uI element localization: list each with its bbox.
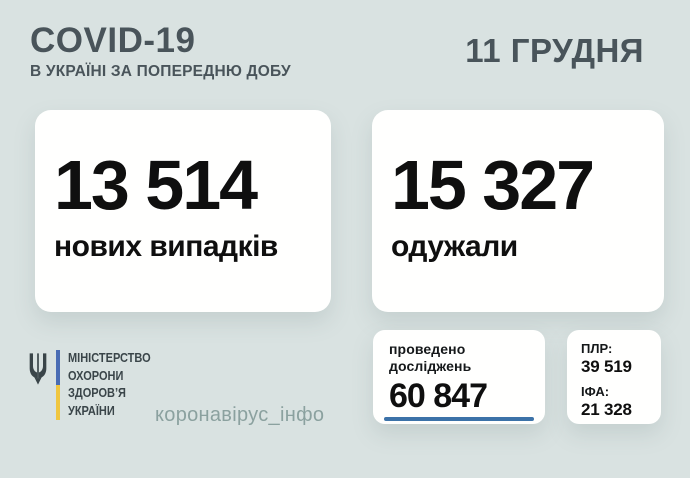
recovered-label: одужали bbox=[391, 230, 518, 263]
tests-card: проведено досліджень 60 847 bbox=[373, 330, 545, 424]
ministry-line-1: МІНІСТЕРСТВО bbox=[68, 351, 151, 365]
tests-label-line1: проведено bbox=[389, 341, 466, 357]
ukrainian-trident-icon bbox=[29, 353, 47, 385]
header: COVID-19 В УКРАЇНІ ЗА ПОПЕРЕДНЮ ДОБУ bbox=[30, 21, 291, 81]
recovered-card: 15 327 одужали bbox=[372, 110, 664, 312]
pcr-value: 39 519 bbox=[581, 357, 632, 377]
elisa-label: ІФА: bbox=[581, 383, 610, 399]
ministry-line-3: ЗДОРОВ’Я bbox=[68, 386, 126, 400]
test-types-card: ПЛР: 39 519 ІФА: 21 328 bbox=[567, 330, 661, 424]
new-cases-card: 13 514 нових випадків bbox=[35, 110, 331, 312]
new-cases-value: 13 514 bbox=[54, 146, 258, 224]
accent-underline bbox=[384, 417, 534, 421]
report-date: 11 ГРУДНЯ bbox=[465, 32, 644, 69]
recovered-value: 15 327 bbox=[391, 146, 595, 224]
watermark-channel-name: коронавірус_інфо bbox=[155, 404, 325, 426]
elisa-value: 21 328 bbox=[581, 399, 632, 419]
new-cases-label: нових випадків bbox=[54, 230, 278, 263]
ministry-name: МІНІСТЕРСТВО ОХОРОНИ ЗДОРОВ’Я УКРАЇНИ bbox=[68, 350, 151, 420]
tests-label-line2: досліджень bbox=[389, 358, 472, 374]
tests-label: проведено досліджень bbox=[389, 341, 529, 375]
ministry-line-2: ОХОРОНИ bbox=[68, 368, 124, 383]
pcr-label: ПЛР: bbox=[581, 341, 613, 356]
ukraine-flag-bar-icon bbox=[56, 350, 60, 420]
tests-value: 60 847 bbox=[389, 377, 488, 415]
page-subtitle: В УКРАЇНІ ЗА ПОПЕРЕДНЮ ДОБУ bbox=[30, 62, 291, 80]
ministry-logo: МІНІСТЕРСТВО ОХОРОНИ ЗДОРОВ’Я УКРАЇНИ bbox=[28, 350, 162, 420]
page-title: COVID-19 bbox=[30, 21, 196, 60]
ministry-line-4: УКРАЇНИ bbox=[68, 403, 115, 418]
